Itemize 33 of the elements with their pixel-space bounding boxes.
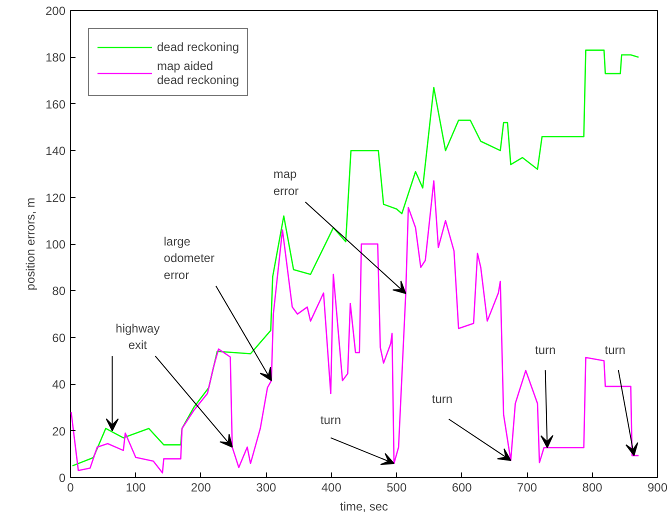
x-axis-title: time, sec xyxy=(340,500,388,514)
y-tick-label: 0 xyxy=(58,471,66,485)
x-tick-label: 900 xyxy=(647,480,668,494)
y-tick-label: 140 xyxy=(45,144,66,158)
x-tick-label: 400 xyxy=(321,480,342,494)
x-tick-label: 500 xyxy=(386,480,407,494)
legend-label: map aided dead reckoning xyxy=(157,59,240,87)
x-tick-label: 0 xyxy=(67,480,74,494)
y-tick-label: 80 xyxy=(52,284,66,298)
y-tick-label: 200 xyxy=(45,4,66,18)
y-tick-label: 100 xyxy=(45,238,66,252)
annotation: map error xyxy=(273,167,299,198)
x-tick-label: 300 xyxy=(256,480,277,494)
y-tick-label: 120 xyxy=(45,190,66,205)
y-tick-label: 40 xyxy=(52,378,66,392)
x-tick-label: 100 xyxy=(126,480,146,494)
x-tick-label: 200 xyxy=(190,480,212,494)
y-tick-label: 60 xyxy=(52,330,66,345)
x-tick-label: 700 xyxy=(517,480,538,494)
y-axis-title: position errors, m xyxy=(23,198,38,290)
x-tick-label: 800 xyxy=(582,480,603,494)
annotation: large odometer error xyxy=(164,234,214,282)
annotation: turn xyxy=(604,342,626,357)
annotation: turn xyxy=(320,412,342,427)
annotation: highway exit xyxy=(116,321,160,352)
annotation: turn xyxy=(432,392,453,406)
legend-label: dead reckoning xyxy=(157,40,240,54)
x-tick-label: 600 xyxy=(452,480,472,494)
line-series xyxy=(70,180,640,474)
y-tick-label: 160 xyxy=(45,97,66,112)
y-tick-label: 180 xyxy=(45,50,66,65)
y-tick-label: 20 xyxy=(52,424,66,438)
annotation: turn xyxy=(534,342,556,357)
